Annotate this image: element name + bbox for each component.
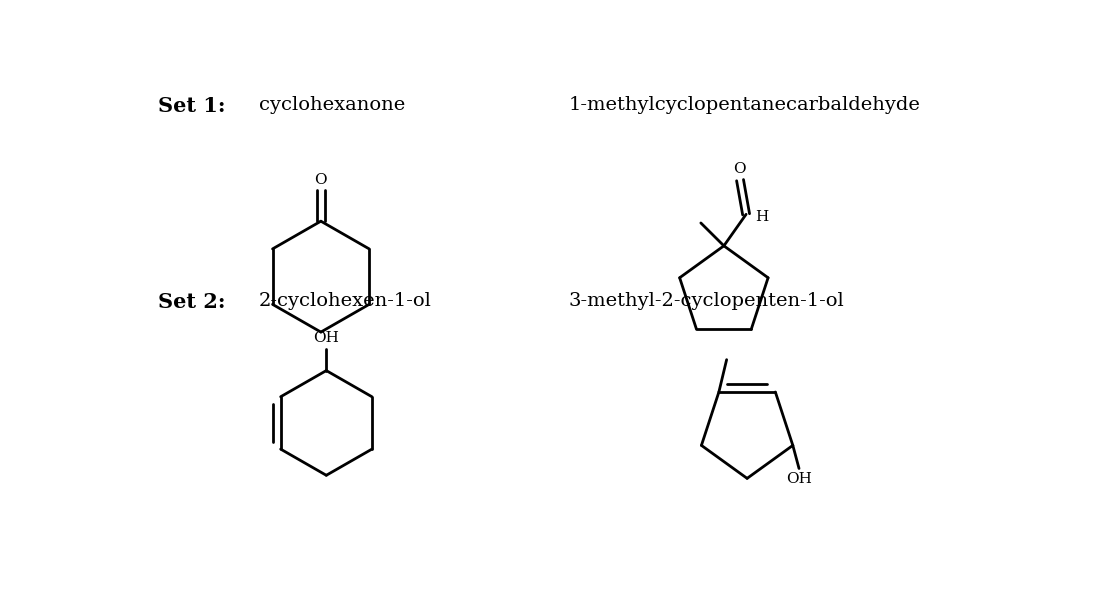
Text: 2-cyclohexen-1-ol: 2-cyclohexen-1-ol	[259, 292, 432, 310]
Text: 3-methyl-2-cyclopenten-1-ol: 3-methyl-2-cyclopenten-1-ol	[568, 292, 845, 310]
Text: 1-methylcyclopentanecarbaldehyde: 1-methylcyclopentanecarbaldehyde	[568, 96, 921, 114]
Text: cyclohexanone: cyclohexanone	[259, 96, 405, 114]
Text: OH: OH	[313, 331, 340, 345]
Text: O: O	[733, 162, 746, 176]
Text: O: O	[314, 173, 327, 187]
Text: OH: OH	[786, 472, 811, 487]
Text: H: H	[756, 210, 768, 224]
Text: Set 2:: Set 2:	[158, 292, 225, 312]
Text: Set 1:: Set 1:	[158, 96, 225, 115]
